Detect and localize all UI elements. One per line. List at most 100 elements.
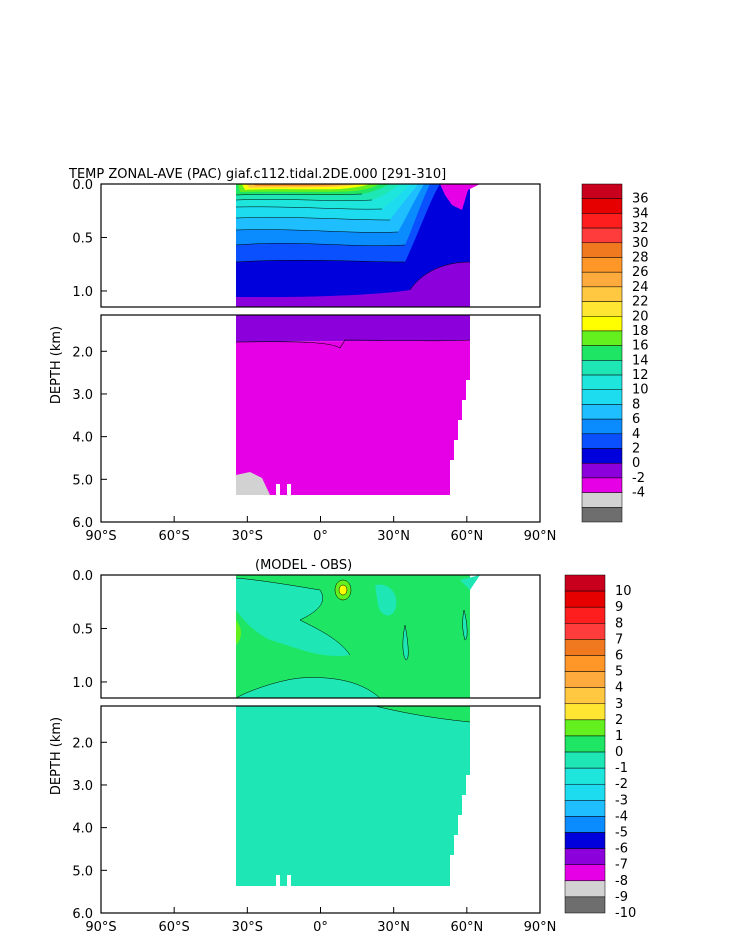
panel2-upper-field	[235, 575, 480, 698]
panel1-title: TEMP ZONAL-AVE (PAC) giaf.c112.tidal.2DE…	[68, 167, 446, 182]
y-tick-label: 6.0	[72, 516, 93, 531]
colorbar-label: 12	[632, 368, 649, 383]
colorbar-swatch	[564, 639, 606, 656]
colorbar-swatch	[564, 880, 606, 898]
colorbar-swatch	[581, 492, 623, 508]
x-tick-label: 90°N	[524, 920, 557, 935]
colorbar-label: -1	[615, 761, 628, 776]
colorbar-swatch	[564, 574, 606, 592]
x-tick-label: 0°	[313, 529, 328, 544]
colorbar-swatch	[564, 719, 606, 737]
colorbar-swatch	[581, 330, 623, 346]
y-axis-label: DEPTH (km)	[49, 326, 64, 404]
y-tick-label: 4.0	[72, 431, 93, 446]
axes-layer: 90°S 60°S 30°S 0° 30°N 60°N 90°N 0.0 0.5 1.0 2.0 3.…	[49, 178, 556, 935]
colorbar-label: -6	[615, 842, 628, 857]
colorbar-label: -2	[615, 777, 628, 792]
colorbar-label: 1	[615, 729, 623, 744]
colorbar-label: 0	[615, 745, 623, 760]
colorbar-swatch	[581, 448, 623, 464]
plot-frame-upper	[100, 574, 541, 699]
colorbar-label: -4	[615, 809, 628, 824]
y-tick-label: 6.0	[72, 907, 93, 922]
colorbar-swatch	[564, 703, 606, 721]
colorbar-swatch	[564, 864, 606, 882]
colorbar-swatch	[564, 687, 606, 705]
panel2-lower-field	[236, 706, 471, 886]
colorbar-label: 24	[632, 280, 649, 295]
colorbar-label: 22	[632, 295, 649, 310]
x-tick-label: 30°S	[232, 529, 263, 544]
x-tick-label: 60°S	[159, 920, 190, 935]
colorbar-swatch	[581, 404, 623, 420]
y-tick-label: 5.0	[72, 864, 93, 879]
x-tick-label: 30°N	[377, 920, 410, 935]
x-tick-label: 90°S	[85, 529, 116, 544]
plot-frame-upper	[100, 183, 541, 308]
colorbar-label: 9	[615, 600, 623, 615]
colorbar-swatch	[581, 213, 623, 229]
colorbar-swatch	[581, 345, 623, 361]
colorbar-swatch	[564, 896, 606, 914]
colorbar-swatch	[581, 433, 623, 449]
colorbar-swatch	[581, 374, 623, 390]
colorbar-swatch	[581, 477, 623, 493]
colorbar-label: 18	[632, 324, 649, 339]
colorbar-swatch	[564, 848, 606, 865]
colorbar-swatch	[564, 751, 606, 769]
panel1-lower-field	[235, 315, 471, 495]
colorbar-label: -2	[632, 471, 645, 486]
colorbar-label: -9	[615, 890, 628, 905]
colorbar-label: -8	[615, 874, 628, 889]
colorbar-swatch	[581, 507, 623, 523]
colorbar-swatch	[581, 286, 623, 302]
colorbar-label: 8	[615, 616, 623, 631]
panel1-upper-field	[235, 184, 480, 307]
colorbar-swatch	[564, 767, 606, 785]
y-tick-label: 2.0	[72, 736, 93, 751]
colorbar-swatch	[581, 360, 623, 376]
colorbar-label: 14	[632, 353, 649, 368]
y-tick-label: 1.0	[72, 285, 93, 300]
colorbar-label: 6	[615, 648, 623, 663]
colorbar-swatch	[581, 462, 623, 479]
colorbar-swatch	[564, 655, 606, 672]
colorbar-swatch	[564, 735, 606, 753]
colorbar-swatch	[564, 800, 606, 817]
colorbar-label: 26	[632, 265, 649, 280]
colorbar-label: -10	[615, 906, 636, 921]
y-tick-label: 0.5	[72, 231, 93, 246]
colorbar-swatch	[581, 316, 623, 332]
colorbar-label: 5	[615, 665, 623, 680]
colorbar-label: 3	[615, 697, 623, 712]
y-tick-label: 0.0	[72, 178, 93, 193]
y-tick-label: 3.0	[72, 779, 93, 794]
x-tick-label: 60°N	[450, 920, 483, 935]
y-tick-label: 0.5	[72, 622, 93, 637]
y-tick-label: 2.0	[72, 345, 93, 360]
colorbar-swatch	[581, 389, 623, 405]
colorbar-label: 20	[632, 309, 649, 324]
colorbar-label: -3	[615, 793, 628, 808]
x-tick-label: 30°N	[377, 529, 410, 544]
x-tick-label: 90°S	[85, 920, 116, 935]
colorbar-swatch	[581, 301, 623, 317]
colorbar-label: 4	[615, 681, 623, 696]
colorbar-swatch	[581, 271, 623, 288]
colorbar-label: 10	[632, 383, 649, 398]
colorbar-swatch	[564, 671, 606, 688]
y-tick-label: 0.0	[72, 569, 93, 584]
colorbar-label: 0	[632, 456, 640, 471]
colorbar-label: 4	[632, 427, 640, 442]
x-tick-label: 60°N	[450, 529, 483, 544]
colorbar-label: 34	[632, 206, 649, 221]
colorbar-swatch	[564, 783, 606, 801]
colorbar-label: 32	[632, 221, 649, 236]
colorbar-label: 36	[632, 192, 649, 207]
colorbar-swatch	[564, 623, 606, 640]
colorbar-swatch	[581, 183, 623, 199]
colorbar-swatch	[581, 242, 623, 258]
colorbar-label: 7	[615, 632, 623, 647]
